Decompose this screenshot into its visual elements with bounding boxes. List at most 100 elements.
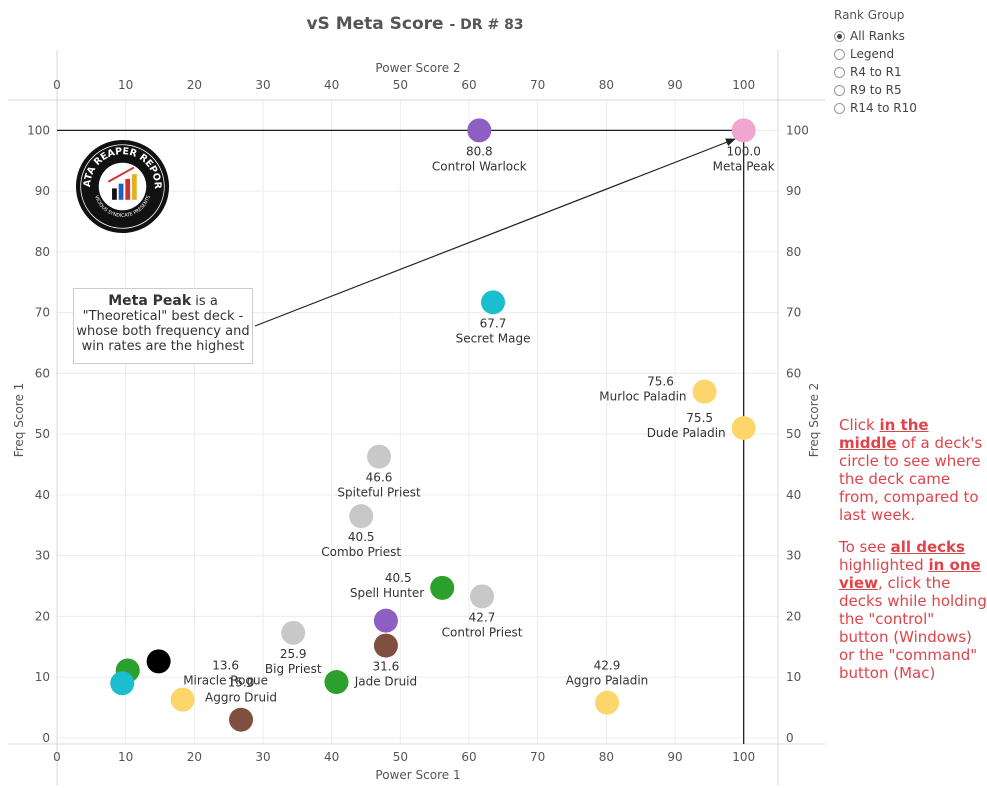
y-tick-label-left: 70 xyxy=(35,306,50,320)
rank-option-label: Legend xyxy=(850,47,895,61)
point-name-label: Spell Hunter xyxy=(350,586,424,600)
scatter-chart: 0010102020303040405050606070708080909010… xyxy=(8,50,825,785)
radio-icon[interactable] xyxy=(834,102,845,114)
x-tick-label-bottom: 100 xyxy=(732,750,755,764)
x-tick-label-bottom: 20 xyxy=(187,750,202,764)
x-tick-label-bottom: 50 xyxy=(393,750,408,764)
rank-group-filter: Rank Group All Ranks Legend R4 to R1 R9 … xyxy=(834,8,917,117)
data-points xyxy=(110,118,756,732)
y-tick-label-right: 70 xyxy=(786,306,801,320)
data-point xyxy=(731,416,756,441)
y-tick-label-right: 80 xyxy=(786,245,801,259)
data-point xyxy=(430,575,455,600)
radio-icon[interactable] xyxy=(834,84,845,96)
y-tick-label-right: 0 xyxy=(786,731,794,745)
point-score-label: 75.5 xyxy=(686,411,713,425)
instructions-text: Click in the middle of a deck's circle t… xyxy=(839,416,987,696)
data-point xyxy=(367,444,392,469)
data-reaper-report-logo: DATA REAPER REPORT VICIOUS SYNDICATE PRE… xyxy=(75,139,170,234)
y-tick-label-left: 20 xyxy=(35,609,50,623)
rank-option-r14-r10[interactable]: R14 to R10 xyxy=(834,99,917,117)
point-score-label: 67.7 xyxy=(480,316,507,330)
data-point xyxy=(595,690,620,715)
point-name-label: Control Priest xyxy=(442,625,523,639)
x-tick-label-bottom: 80 xyxy=(599,750,614,764)
x-tick-label-top: 40 xyxy=(324,78,339,92)
x-tick-label-bottom: 70 xyxy=(530,750,545,764)
annotation-arrow-line xyxy=(254,138,736,327)
point-score-label: 13.6 xyxy=(212,658,239,672)
point-name-label: Miracle Rogue xyxy=(183,673,268,687)
rank-option-label: R4 to R1 xyxy=(850,65,902,79)
data-point xyxy=(373,633,398,658)
rank-group-title: Rank Group xyxy=(834,8,905,22)
instructions-paragraph-1: Click in the middle of a deck's circle t… xyxy=(839,416,983,524)
y-tick-label-left: 60 xyxy=(35,366,50,380)
x-tick-label-top: 50 xyxy=(393,78,408,92)
annotation-arrow xyxy=(254,138,736,327)
x-tick-label-top: 100 xyxy=(732,78,755,92)
y-tick-label-left: 30 xyxy=(35,549,50,563)
data-point xyxy=(349,504,374,529)
y-tick-label-left: 40 xyxy=(35,488,50,502)
rank-option-legend[interactable]: Legend xyxy=(834,45,917,63)
y-tick-label-left: 50 xyxy=(35,427,50,441)
y-axis-title-left: Freq Score 1 xyxy=(12,383,26,458)
point-score-label: 46.6 xyxy=(366,471,393,485)
point-name-label: Aggro Paladin xyxy=(566,674,649,688)
y-tick-label-right: 90 xyxy=(786,184,801,198)
x-tick-label-bottom: 0 xyxy=(53,750,61,764)
y-tick-label-left: 0 xyxy=(42,731,50,745)
chart-title-suffix: - DR # 83 xyxy=(449,17,524,33)
data-point xyxy=(110,671,135,696)
rank-option-all-ranks[interactable]: All Ranks xyxy=(834,27,917,45)
x-tick-label-top: 80 xyxy=(599,78,614,92)
point-score-label: 42.7 xyxy=(469,610,496,624)
radio-icon[interactable] xyxy=(834,48,845,60)
y-tick-label-right: 30 xyxy=(786,549,801,563)
chart-title-main: vS Meta Score xyxy=(306,14,444,34)
x-tick-label-bottom: 60 xyxy=(461,750,476,764)
point-score-label: 100.0 xyxy=(726,144,760,158)
note-text: is a "Theoretical" best deck - whose bot… xyxy=(76,294,250,354)
point-score-label: 40.5 xyxy=(348,530,375,544)
point-name-label: Dude Paladin xyxy=(647,426,726,440)
y-tick-label-right: 40 xyxy=(786,488,801,502)
point-name-label: Jade Druid xyxy=(354,675,417,689)
point-score-label: 75.6 xyxy=(647,375,674,389)
data-point xyxy=(470,584,495,609)
rank-option-r9-r5[interactable]: R9 to R5 xyxy=(834,81,917,99)
x-tick-label-bottom: 40 xyxy=(324,750,339,764)
point-score-label: 40.5 xyxy=(385,571,412,585)
x-tick-label-top: 20 xyxy=(187,78,202,92)
point-score-label: 42.9 xyxy=(594,659,621,673)
x-tick-label-top: 30 xyxy=(255,78,270,92)
y-tick-label-left: 100 xyxy=(27,123,50,137)
point-name-label: Spiteful Priest xyxy=(337,486,421,500)
y-tick-label-left: 80 xyxy=(35,245,50,259)
rank-option-r4-r1[interactable]: R4 to R1 xyxy=(834,63,917,81)
point-name-label: Big Priest xyxy=(265,662,322,676)
instructions-paragraph-2: To see all decks highlighted in one view… xyxy=(839,538,987,682)
point-score-label: 15.0 xyxy=(228,676,255,690)
data-point xyxy=(324,670,349,695)
point-score-label: 25.9 xyxy=(280,647,307,661)
y-tick-label-left: 10 xyxy=(35,670,50,684)
data-point xyxy=(373,608,398,633)
data-point xyxy=(170,687,195,712)
x-tick-label-top: 90 xyxy=(667,78,682,92)
point-name-label: Combo Priest xyxy=(321,545,401,559)
x-tick-label-top: 60 xyxy=(461,78,476,92)
radio-icon[interactable] xyxy=(834,30,845,42)
radio-icon[interactable] xyxy=(834,66,845,78)
x-tick-label-bottom: 10 xyxy=(118,750,133,764)
x-tick-label-bottom: 30 xyxy=(255,750,270,764)
y-tick-label-right: 100 xyxy=(786,123,809,137)
point-score-label: 31.6 xyxy=(373,660,400,674)
x-tick-label-bottom: 90 xyxy=(667,750,682,764)
rank-option-label: R9 to R5 xyxy=(850,83,902,97)
data-point xyxy=(281,620,306,645)
point-score-label: 80.8 xyxy=(466,144,493,158)
y-axis-title-right: Freq Score 2 xyxy=(807,383,821,458)
note-bold: Meta Peak xyxy=(108,293,192,309)
